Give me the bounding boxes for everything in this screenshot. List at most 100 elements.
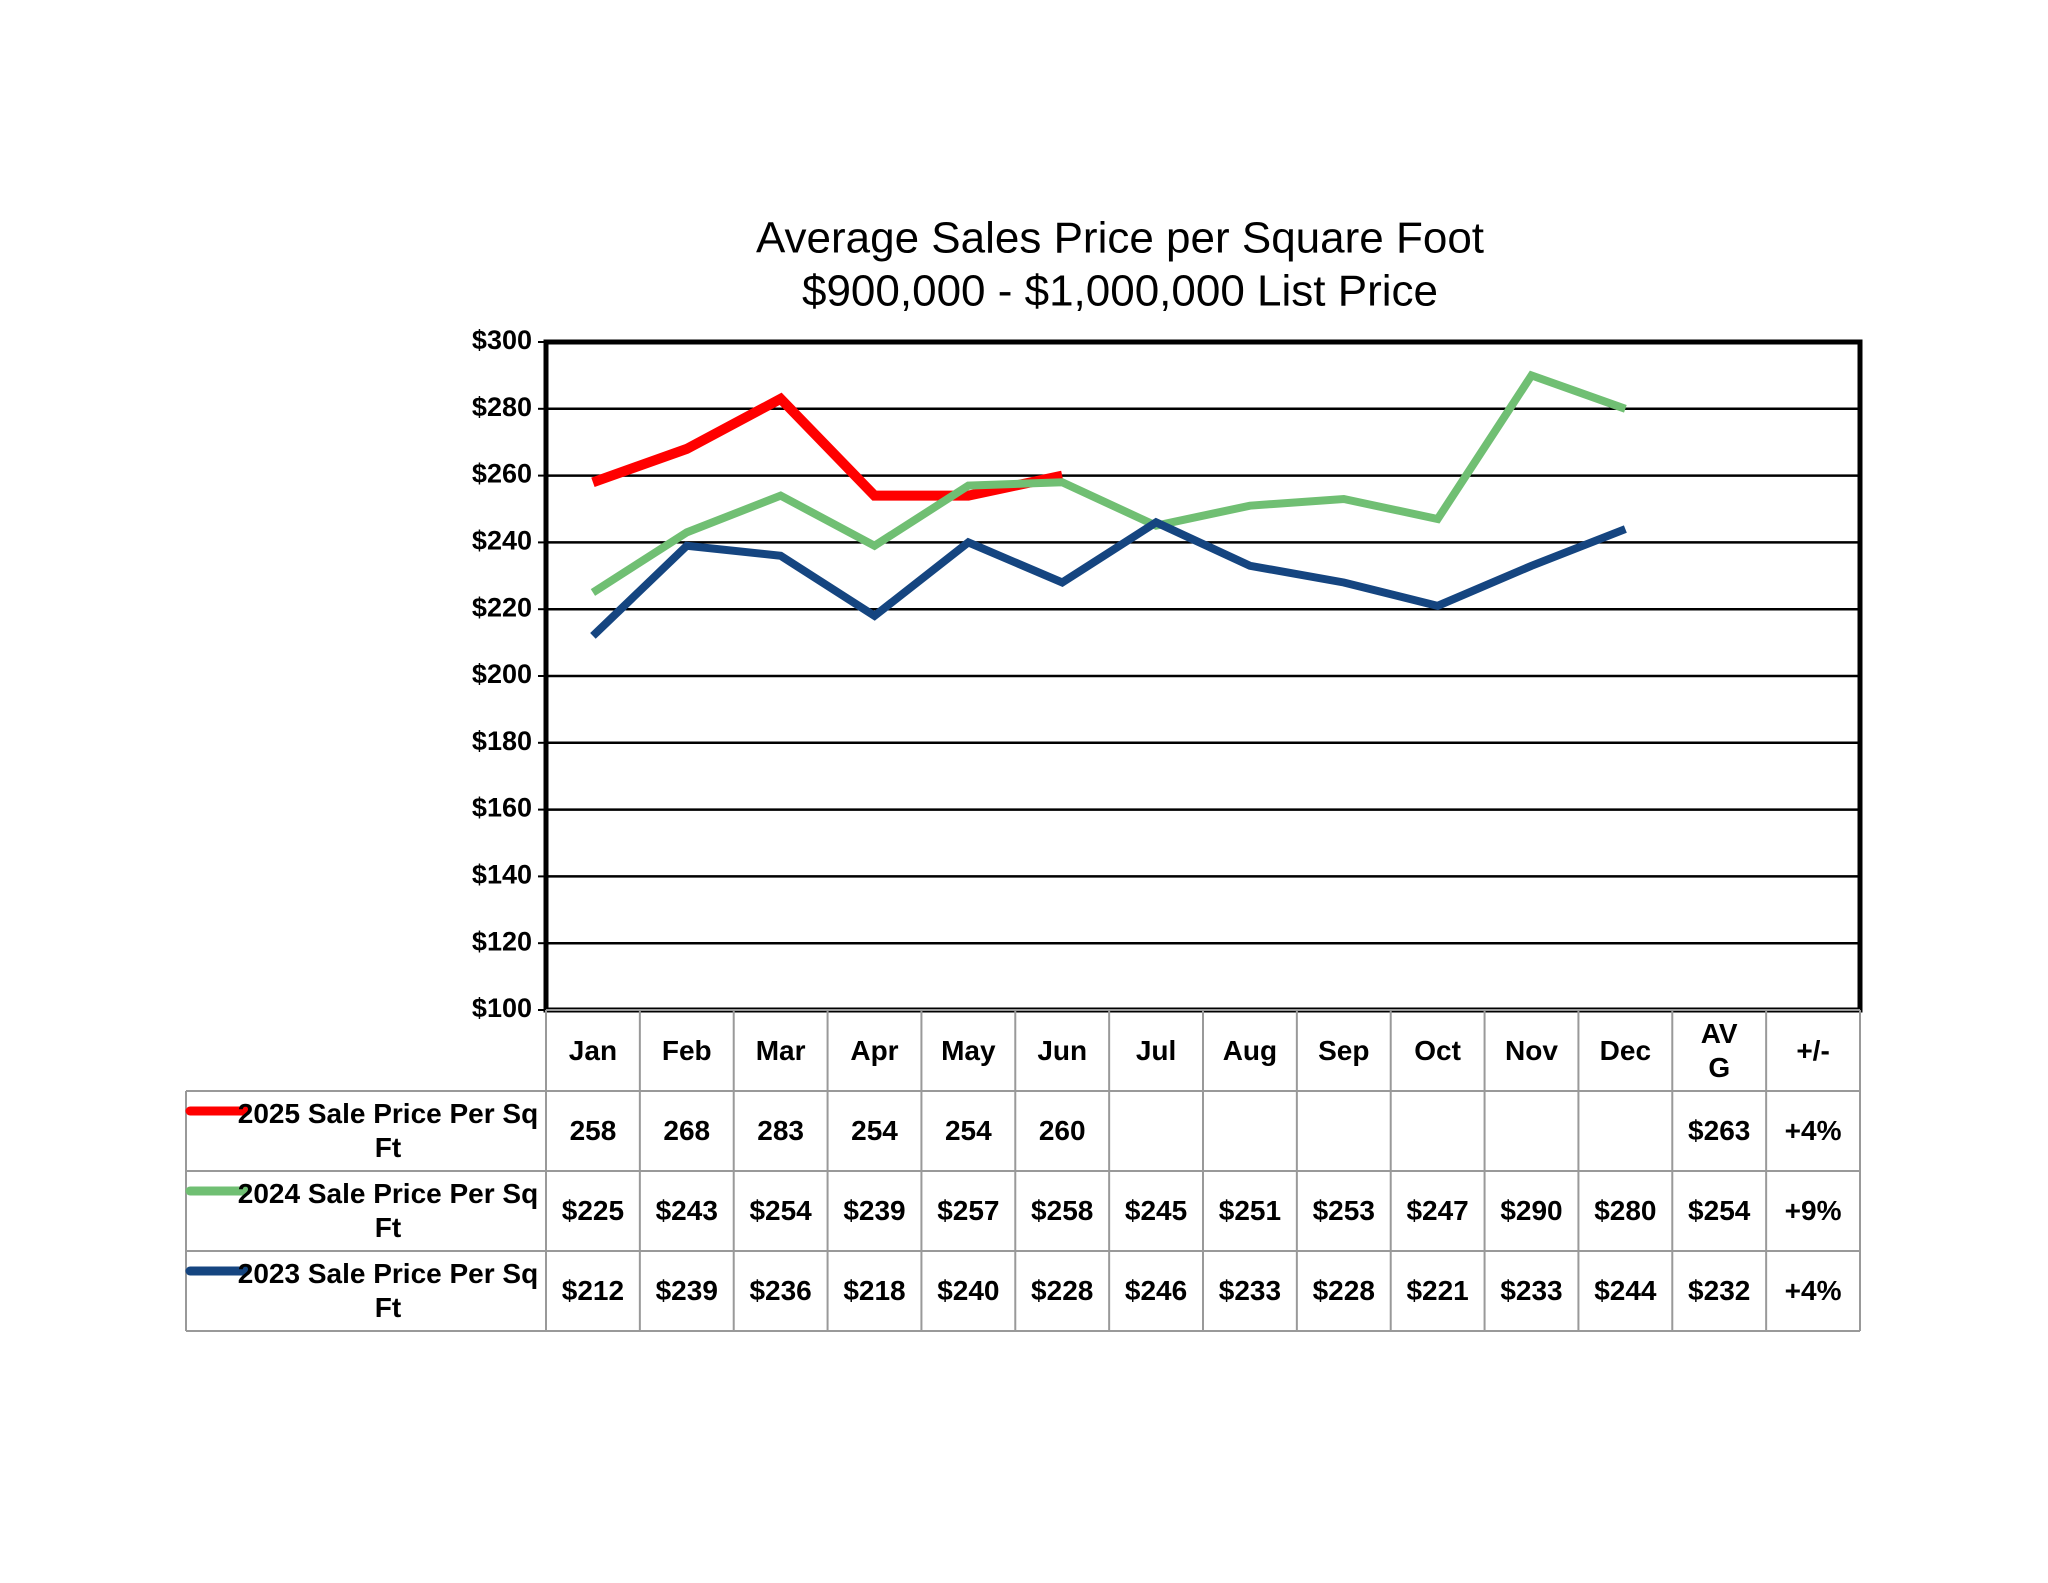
table-value-box: $221 [1406,1275,1468,1306]
table-avg-box: $263 [1688,1115,1751,1147]
table-value: $251 [1218,1195,1282,1227]
y-tick-label: $100 [472,993,532,1023]
legend-label: 2024 Sale Price Per Sq Ft [237,1178,539,1243]
chart-title: Average Sales Price per Square Foot [756,214,1484,263]
table-value-box: 260 [1038,1115,1086,1147]
column-header-box: Jan [569,1035,617,1066]
table-value-box: $290 [1500,1195,1563,1227]
y-tick-label: $220 [472,592,532,622]
series-line [590,370,1627,596]
table-value-box: $228 [1031,1275,1093,1306]
table-value-box: 254 [944,1115,992,1147]
column-header: May [941,1034,996,1066]
table-value: $212 [561,1275,625,1307]
table-value: $258 [1031,1195,1094,1227]
table-value: $225 [561,1195,625,1227]
column-header-box: Apr [850,1034,899,1066]
column-header: Jun [1037,1034,1088,1066]
table-value-box: $240 [937,1275,1000,1307]
table-avg: $263 [1688,1115,1751,1147]
table-value: 254 [851,1115,898,1147]
y-tick-label: $180 [472,726,532,756]
table-value-box: $251 [1218,1195,1282,1227]
series-line [591,392,1064,501]
table-value: $243 [655,1195,718,1227]
table-value: $280 [1594,1195,1657,1227]
table-avg: $254 [1688,1195,1751,1227]
chart-subtitle: $900,000 - $1,000,000 List Price [802,267,1438,316]
column-header-box: Mar [755,1034,806,1066]
column-header: Dec [1599,1034,1652,1066]
table-value: $290 [1500,1195,1563,1227]
table-value: $246 [1124,1275,1188,1307]
table-value: $228 [1312,1275,1375,1307]
table-avg-box: $254 [1688,1195,1751,1227]
column-header: Aug [1222,1034,1278,1066]
table-value-box: $254 [749,1195,812,1227]
column-header-box: AVG [1700,1017,1738,1083]
table-value-box: $246 [1124,1275,1188,1307]
table-avg: $232 [1688,1275,1751,1307]
column-header-box: Jul [1135,1034,1177,1066]
table-value: $253 [1312,1195,1375,1227]
table-value: $247 [1406,1195,1469,1227]
column-header: Jul [1135,1034,1177,1066]
table-value: $244 [1594,1275,1657,1307]
column-header: AVG [1700,1017,1738,1083]
y-tick-label: $280 [472,392,532,422]
column-header-box: May [941,1034,996,1066]
table-value-box: $243 [655,1195,718,1227]
table-change: +9% [1784,1195,1842,1227]
column-header: Apr [850,1034,899,1066]
table-value-box: 283 [757,1115,804,1146]
table-value-box: $245 [1124,1195,1188,1227]
table-value: $218 [843,1275,906,1307]
table-value: $254 [749,1195,812,1227]
table-value: $245 [1124,1195,1188,1227]
table-value-box: $280 [1594,1195,1657,1227]
table-avg-box: $232 [1688,1275,1751,1307]
column-header: Feb [661,1034,712,1066]
legend-label-box: 2025 Sale Price Per Sq Ft [237,1098,539,1163]
table-value-box: $233 [1500,1275,1562,1306]
y-tick-label: $140 [472,860,532,890]
table-value-box: $218 [843,1275,906,1307]
table-value-box: $239 [843,1195,906,1227]
table-value-box: $257 [937,1195,1000,1227]
table-value-box: $247 [1406,1195,1469,1227]
table-value-box: $212 [561,1275,625,1307]
table-change-box: +9% [1784,1195,1842,1227]
table-value-box: 254 [851,1115,898,1147]
table-value: $239 [843,1195,906,1227]
column-header-box: +/- [1796,1035,1829,1066]
table-value-box: 258 [570,1115,617,1146]
column-header-box: Sep [1318,1035,1369,1066]
y-tick-label: $160 [472,793,532,823]
table-value: $257 [937,1195,1000,1227]
table-change-box: +4% [1784,1115,1842,1147]
table-change-box: +4% [1785,1275,1842,1306]
table-value: $240 [937,1275,1000,1307]
column-header: Mar [755,1034,806,1066]
table-change: +4% [1784,1115,1842,1147]
table-value: $236 [749,1275,812,1307]
legend-label: 2023 Sale Price Per Sq Ft [237,1258,539,1323]
column-header: Nov [1505,1034,1558,1066]
table-value: $233 [1218,1275,1282,1307]
table-value: 254 [944,1115,992,1147]
y-tick-label: $240 [472,526,532,556]
y-tick-label: $120 [472,926,532,956]
y-tick-label: $300 [472,325,532,355]
table-value: $239 [655,1275,718,1307]
legend-label: 2025 Sale Price Per Sq Ft [237,1098,539,1163]
column-header: Oct [1414,1034,1461,1066]
table-value: 260 [1038,1115,1086,1147]
table-value: 268 [663,1115,711,1147]
table-value-box: $225 [561,1195,625,1227]
column-header-box: Feb [661,1034,712,1066]
table-value-box: $253 [1312,1195,1375,1227]
table-value-box: $258 [1031,1195,1094,1227]
series-line [590,517,1627,639]
legend-label-box: 2023 Sale Price Per Sq Ft [237,1258,539,1323]
